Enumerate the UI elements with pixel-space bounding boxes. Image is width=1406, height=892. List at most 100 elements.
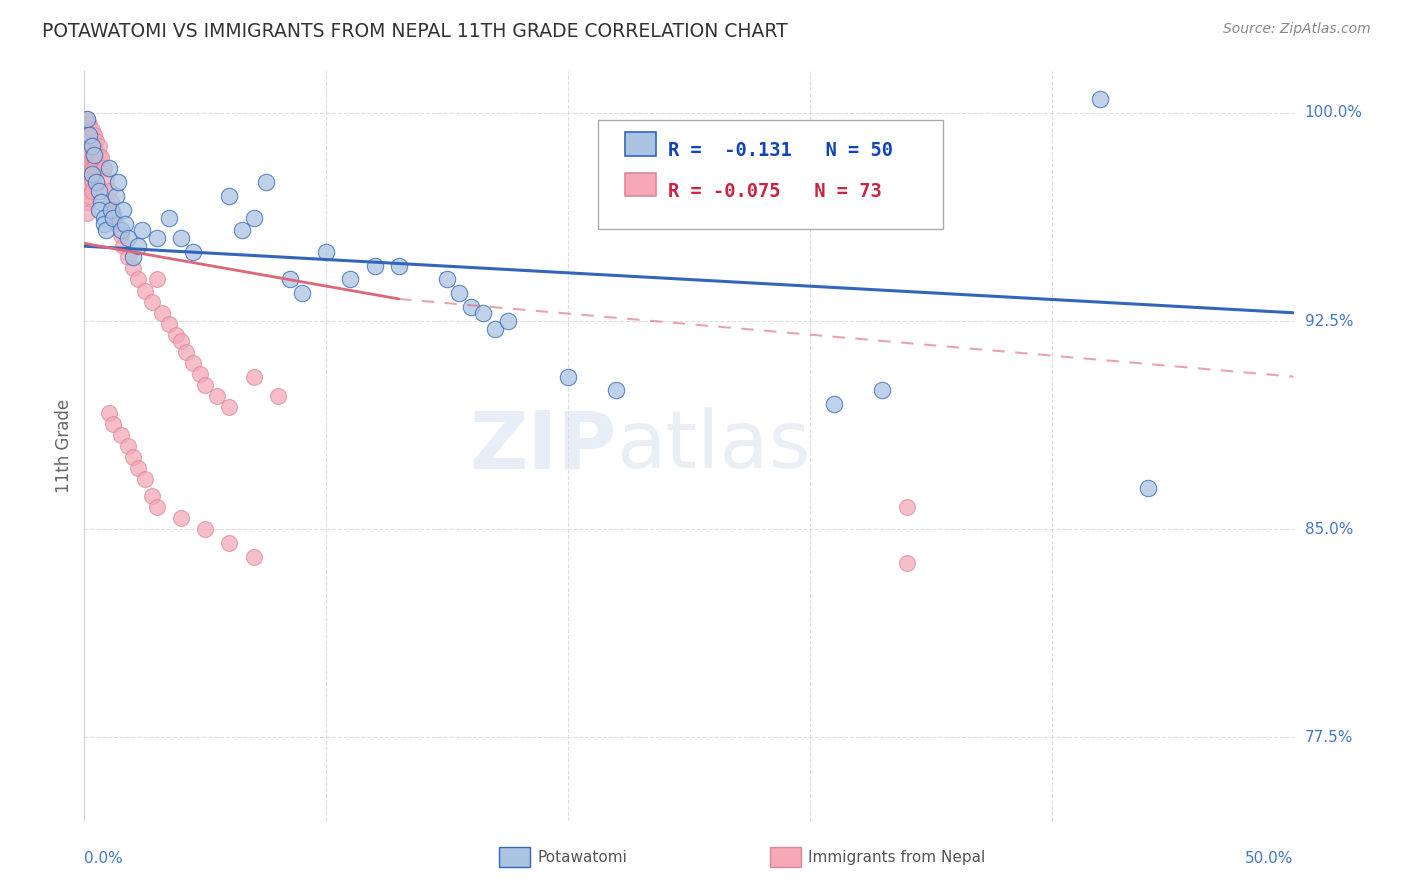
Point bbox=[76, 194, 98, 209]
Point bbox=[896, 556, 918, 570]
Point bbox=[117, 439, 139, 453]
Point bbox=[93, 211, 115, 226]
Point bbox=[872, 384, 894, 398]
Point bbox=[110, 428, 132, 442]
Point bbox=[76, 128, 98, 143]
Point bbox=[86, 145, 108, 159]
Point bbox=[76, 206, 98, 220]
Point bbox=[77, 189, 100, 203]
Point bbox=[141, 294, 163, 309]
Point bbox=[134, 472, 156, 486]
Point bbox=[83, 139, 105, 153]
Point bbox=[231, 222, 253, 236]
Point bbox=[460, 300, 482, 314]
Point bbox=[87, 203, 110, 218]
Point bbox=[194, 522, 217, 536]
Text: 50.0%: 50.0% bbox=[1246, 851, 1294, 866]
Point bbox=[80, 122, 103, 136]
Point bbox=[557, 369, 579, 384]
Point bbox=[146, 500, 169, 514]
Point bbox=[86, 175, 108, 189]
Point bbox=[157, 317, 180, 331]
Point bbox=[107, 175, 129, 189]
Point bbox=[242, 211, 264, 226]
Point bbox=[104, 217, 127, 231]
Point bbox=[83, 161, 105, 176]
Point bbox=[80, 184, 103, 198]
Point bbox=[80, 161, 103, 176]
Point bbox=[291, 286, 314, 301]
Point bbox=[131, 222, 153, 236]
Point bbox=[146, 272, 169, 286]
Point bbox=[605, 384, 627, 398]
Point bbox=[83, 128, 105, 143]
Point bbox=[121, 450, 143, 464]
Point bbox=[141, 489, 163, 503]
Point bbox=[80, 172, 103, 186]
Point bbox=[157, 211, 180, 226]
Point bbox=[77, 145, 100, 159]
Point bbox=[77, 134, 100, 148]
Point bbox=[194, 378, 217, 392]
Point bbox=[86, 134, 108, 148]
Point bbox=[114, 217, 136, 231]
Point bbox=[83, 150, 105, 164]
Point bbox=[254, 175, 277, 189]
Text: 85.0%: 85.0% bbox=[1305, 522, 1353, 537]
Point bbox=[80, 139, 103, 153]
Point bbox=[83, 147, 105, 161]
Point bbox=[94, 172, 117, 186]
Point bbox=[103, 417, 125, 431]
Point bbox=[110, 222, 132, 236]
Point bbox=[127, 239, 149, 253]
Point bbox=[170, 511, 193, 525]
Point bbox=[170, 334, 193, 348]
Point bbox=[97, 184, 120, 198]
Point bbox=[165, 328, 187, 343]
FancyBboxPatch shape bbox=[599, 120, 943, 228]
Point bbox=[103, 211, 125, 226]
Text: 92.5%: 92.5% bbox=[1305, 314, 1353, 328]
Point bbox=[1137, 481, 1160, 495]
Point bbox=[76, 139, 98, 153]
Point bbox=[472, 306, 495, 320]
Point bbox=[90, 150, 112, 164]
Point bbox=[76, 184, 98, 198]
Point bbox=[76, 161, 98, 176]
Point bbox=[77, 128, 100, 143]
Point bbox=[278, 272, 301, 286]
Point bbox=[146, 231, 169, 245]
Point bbox=[127, 461, 149, 475]
Point bbox=[174, 344, 197, 359]
Text: Potawatomi: Potawatomi bbox=[537, 850, 627, 864]
Text: 100.0%: 100.0% bbox=[1305, 105, 1362, 120]
Text: 77.5%: 77.5% bbox=[1305, 730, 1353, 745]
Point bbox=[97, 406, 120, 420]
Point bbox=[449, 286, 471, 301]
Point bbox=[76, 150, 98, 164]
Point bbox=[218, 189, 240, 203]
Point bbox=[77, 156, 100, 170]
Y-axis label: 11th Grade: 11th Grade bbox=[55, 399, 73, 493]
Point bbox=[93, 161, 115, 176]
Point bbox=[117, 250, 139, 264]
Point bbox=[181, 356, 204, 370]
Point bbox=[823, 397, 845, 411]
Point bbox=[484, 322, 506, 336]
Text: Immigrants from Nepal: Immigrants from Nepal bbox=[808, 850, 986, 864]
Point bbox=[90, 194, 112, 209]
Point bbox=[80, 139, 103, 153]
Text: atlas: atlas bbox=[616, 407, 811, 485]
Point bbox=[110, 228, 132, 243]
Point bbox=[100, 203, 122, 218]
Bar bbox=[624, 172, 657, 196]
Point bbox=[117, 231, 139, 245]
Point bbox=[94, 222, 117, 236]
Point bbox=[87, 139, 110, 153]
Point bbox=[97, 161, 120, 176]
Point bbox=[76, 112, 98, 126]
Point bbox=[315, 244, 337, 259]
Point bbox=[121, 261, 143, 276]
Point bbox=[150, 306, 173, 320]
Point bbox=[218, 400, 240, 414]
